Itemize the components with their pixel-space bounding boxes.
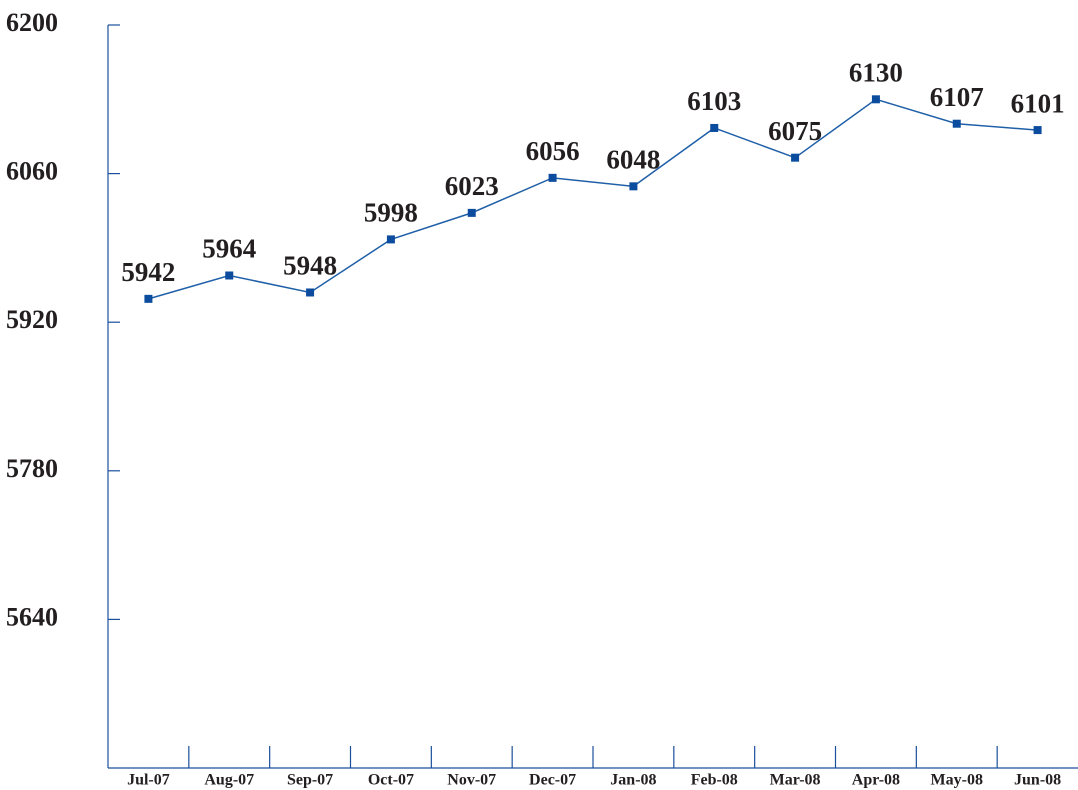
x-tick-label: Aug-07 xyxy=(204,772,254,789)
data-label: 5998 xyxy=(364,198,418,228)
x-tick-label: Dec-07 xyxy=(529,772,576,789)
marker xyxy=(144,294,153,303)
y-tick-label: 5920 xyxy=(6,305,58,334)
marker xyxy=(306,288,315,297)
data-label: 6107 xyxy=(930,82,984,112)
data-label: 6101 xyxy=(1011,88,1065,118)
marker xyxy=(952,119,961,128)
x-tick-label: Jan-08 xyxy=(610,772,656,789)
y-tick-label: 6200 xyxy=(6,8,58,37)
y-tick-label: 5640 xyxy=(6,602,58,631)
data-label: 6130 xyxy=(849,58,903,88)
x-tick-label: Mar-08 xyxy=(770,772,821,789)
x-tick-label: Apr-08 xyxy=(852,772,900,789)
data-label: 6075 xyxy=(768,116,822,146)
x-tick-label: Nov-07 xyxy=(447,772,496,789)
data-label: 5964 xyxy=(202,234,256,264)
marker xyxy=(629,182,638,191)
data-label: 6103 xyxy=(687,86,741,116)
x-tick-label: May-08 xyxy=(931,772,983,789)
marker xyxy=(791,153,800,162)
data-label: 5948 xyxy=(283,251,337,281)
y-tick-label: 6060 xyxy=(6,157,58,186)
marker xyxy=(1033,126,1042,135)
marker xyxy=(386,235,395,244)
marker xyxy=(225,271,234,280)
x-tick-label: Jul-07 xyxy=(127,772,170,789)
x-tick-label: Jun-08 xyxy=(1014,772,1061,789)
data-label: 6048 xyxy=(606,145,660,175)
marker xyxy=(710,123,719,132)
y-tick-label: 5780 xyxy=(6,454,58,483)
marker xyxy=(467,208,476,217)
data-line xyxy=(148,98,1038,300)
marker xyxy=(871,95,880,104)
data-label: 6056 xyxy=(526,136,580,166)
data-label: 5942 xyxy=(121,257,175,287)
x-tick-label: Sep-07 xyxy=(287,772,333,789)
marker xyxy=(548,173,557,182)
x-tick-label: Oct-07 xyxy=(368,772,414,789)
data-label: 6023 xyxy=(445,171,499,201)
x-tick-label: Feb-08 xyxy=(691,772,738,789)
